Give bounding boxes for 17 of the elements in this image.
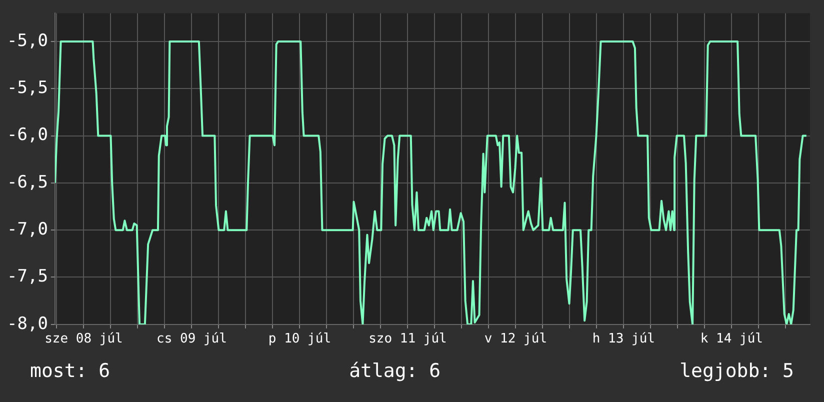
y-tick-label: -5,0 [6,30,48,51]
x-tick-label: k 14 júl [700,332,764,347]
y-tick-label: -7,5 [6,266,48,287]
y-tick-label: -8,0 [6,314,48,334]
x-tick-label: v 12 júl [484,332,548,347]
y-tick-label: -6,5 [6,172,48,192]
y-tick-label: -5,5 [6,78,48,98]
x-tick-label: h 13 júl [592,332,656,347]
y-tick-label: -6,0 [6,125,48,146]
x-tick-label: szo 11 júl [368,332,447,347]
text: most: 6 [30,360,110,382]
text: átlag: 6 [349,360,441,382]
y-tick-label: -7,0 [6,220,48,240]
text: legjobb: 5 [680,360,794,382]
x-tick-label: sze 08 júl [44,332,123,347]
x-tick-label: cs 09 júl [156,332,227,347]
x-tick-label: p 10 júl [268,332,332,347]
